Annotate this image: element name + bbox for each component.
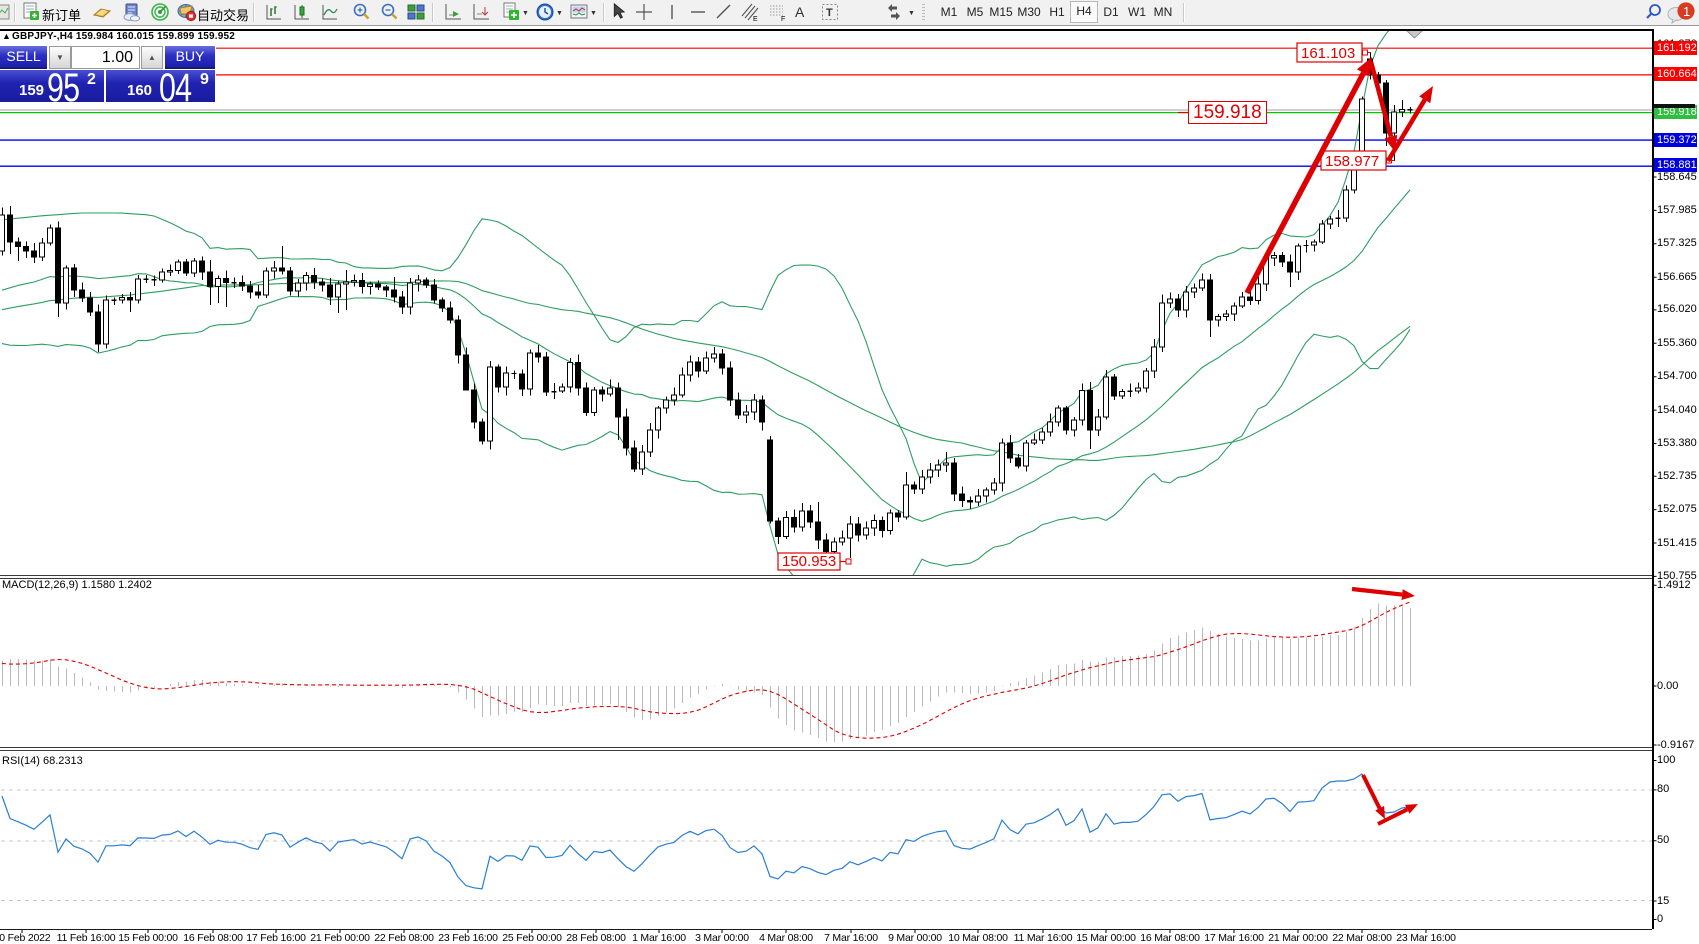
- svg-text:161.103: 161.103: [1301, 45, 1355, 62]
- svg-text:F: F: [781, 16, 785, 22]
- svg-text:150.953: 150.953: [782, 553, 836, 570]
- svg-text:T: T: [826, 7, 833, 19]
- svg-text:1: 1: [1683, 4, 1690, 19]
- svg-text:158.977: 158.977: [1325, 153, 1379, 170]
- svg-text:E: E: [753, 16, 758, 22]
